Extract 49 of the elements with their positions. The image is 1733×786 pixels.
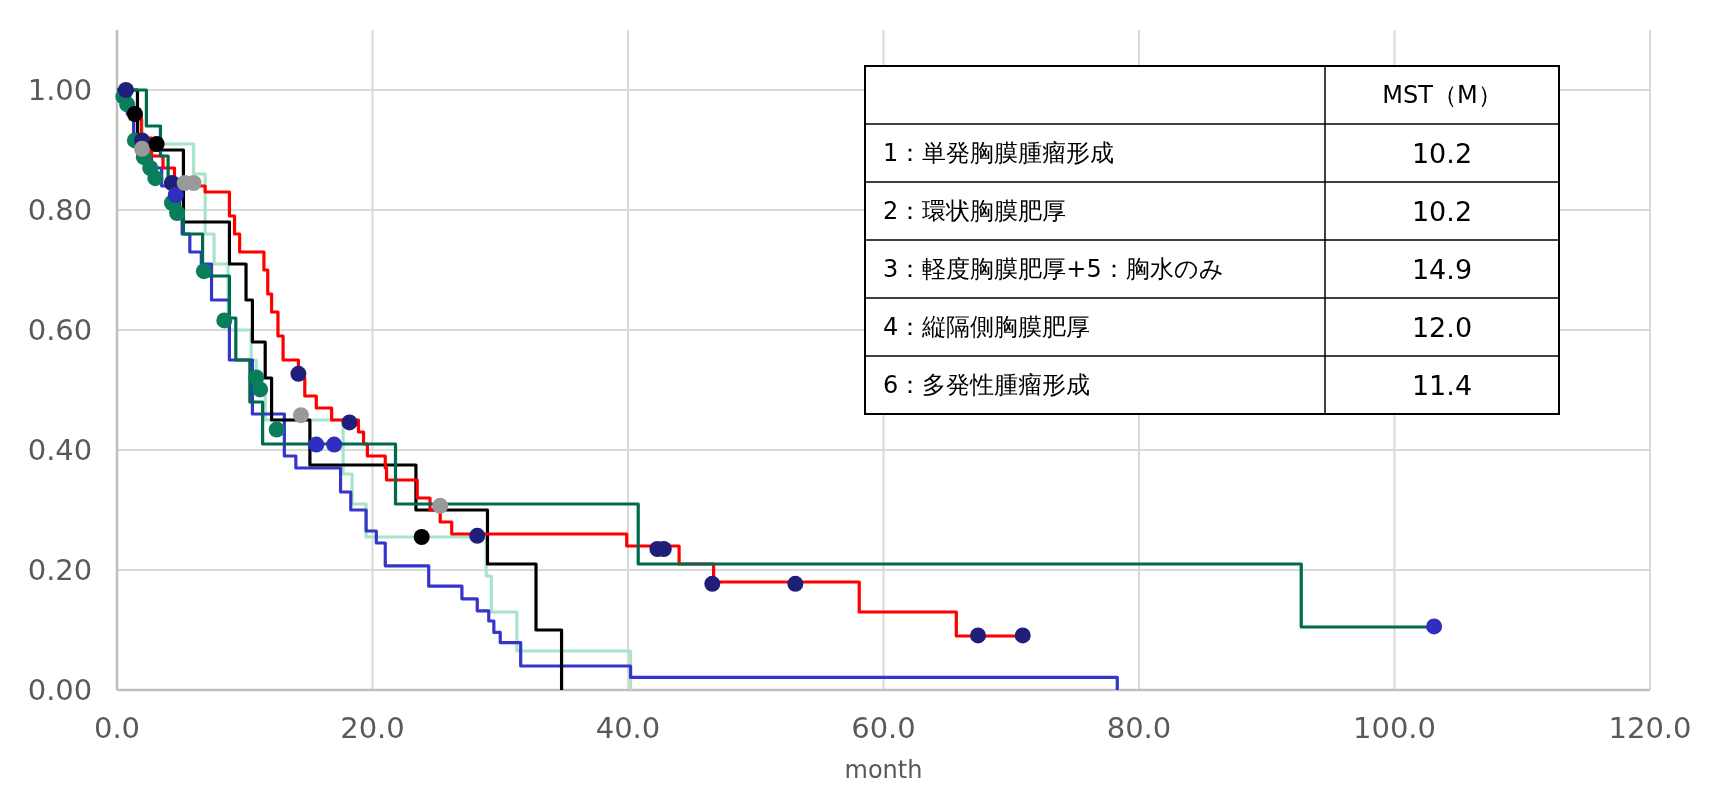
annotation: 12.0 [1411, 311, 1473, 343]
y-tick-label: 0.40 [27, 433, 93, 467]
annotation: 11.4 [1411, 369, 1473, 401]
y-tick-label: 1.00 [27, 73, 93, 107]
point [252, 381, 269, 398]
point [704, 575, 721, 592]
point [469, 527, 486, 544]
point [126, 106, 143, 122]
point [341, 414, 358, 431]
point [134, 140, 151, 157]
point [970, 627, 987, 644]
y-tick-label: 0.00 [27, 673, 93, 707]
point [413, 529, 430, 545]
annotation: 4：縦隔側胸膜肥厚 [883, 313, 1091, 341]
x-tick-label: 80.0 [1106, 711, 1172, 745]
annotation: 3：軽度胸膜肥厚+5：胸水のみ [883, 255, 1224, 283]
x-tick-label: 20.0 [340, 711, 405, 745]
annotation: 1：単発胸膜腫瘤形成 [883, 139, 1115, 167]
x-axis-title: month [844, 756, 923, 784]
point [195, 263, 212, 280]
annotation: 2：環状胸膜肥厚 [883, 197, 1067, 225]
x-tick-label: 100.0 [1352, 711, 1437, 745]
x-tick-label: 120.0 [1608, 711, 1692, 745]
annotation: 14.9 [1411, 253, 1473, 285]
y-tick-label: 0.20 [27, 553, 93, 587]
point [432, 497, 449, 514]
point [1014, 627, 1031, 644]
y-tick-label: 0.60 [27, 313, 93, 347]
point [787, 575, 804, 592]
point [148, 136, 165, 152]
point [290, 365, 307, 382]
x-tick-label: 0.0 [93, 711, 141, 745]
point [268, 421, 285, 438]
point [308, 436, 325, 453]
point [216, 312, 233, 329]
y-tick-label: 0.80 [27, 193, 93, 227]
point [292, 407, 309, 424]
x-tick-label: 60.0 [851, 711, 916, 745]
x-tick-label: 40.0 [595, 711, 661, 745]
annotation: 10.2 [1411, 195, 1473, 227]
point [167, 187, 184, 203]
annotation: 6：多発性腫瘤形成 [883, 371, 1091, 399]
annotation: MST（M） [1382, 81, 1502, 109]
point [117, 82, 134, 98]
point [326, 436, 343, 453]
point [169, 205, 186, 221]
annotation: 10.2 [1411, 137, 1473, 169]
point [1426, 618, 1443, 635]
point [147, 170, 164, 187]
